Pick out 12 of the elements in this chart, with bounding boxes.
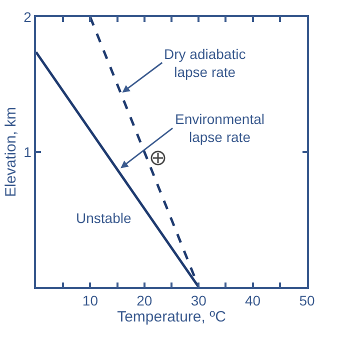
x-tick-label: 20 — [136, 292, 152, 309]
x-tick-label: 10 — [82, 292, 98, 309]
annotation: Environmental lapse rate — [175, 111, 264, 146]
x-axis-title: Temperature, ºC — [117, 308, 226, 326]
annotation: Unstable — [76, 210, 132, 226]
x-tick-label: 30 — [190, 292, 207, 309]
y-tick-label: 1 — [24, 144, 32, 160]
x-tick-label: 40 — [245, 292, 261, 309]
y-tick-label: 2 — [24, 8, 32, 25]
x-tick-label: 50 — [299, 292, 315, 309]
annotation: Dry adiabatic lapse rate — [164, 46, 246, 80]
y-axis-title: Elevation, km — [2, 106, 20, 198]
